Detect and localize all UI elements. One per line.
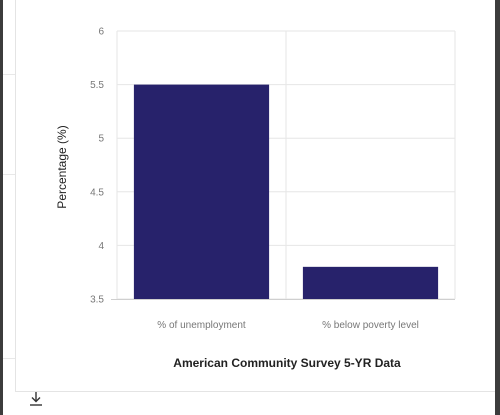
y-tick-label: 6 (98, 27, 104, 38)
x-tick-label: % of unemployment (157, 320, 246, 331)
left-margin-line (3, 174, 15, 175)
y-tick-label: 4 (98, 241, 104, 252)
panel-divider (15, 0, 16, 392)
y-tick-label: 3.5 (90, 295, 104, 306)
left-margin-line (3, 358, 15, 359)
bar[interactable] (133, 84, 270, 299)
y-tick-label: 5.5 (90, 80, 104, 91)
axes: 3.5 4 4.5 5 5.5 6 % of unemployment % below pov… (90, 27, 455, 331)
left-margin-line (3, 74, 15, 75)
bars (133, 84, 439, 299)
download-icon[interactable] (29, 391, 43, 407)
panel-bottom-border (15, 391, 495, 392)
y-tick-label: 5 (98, 134, 104, 145)
bar[interactable] (302, 266, 439, 299)
window-frame-right (495, 0, 500, 415)
x-axis-title: American Community Survey 5-YR Data (173, 356, 401, 370)
window-frame-left (0, 0, 3, 415)
y-axis-title: Percentage (%) (55, 125, 69, 208)
y-tick-label: 4.5 (90, 187, 104, 198)
x-tick-label: % below poverty level (322, 320, 419, 331)
